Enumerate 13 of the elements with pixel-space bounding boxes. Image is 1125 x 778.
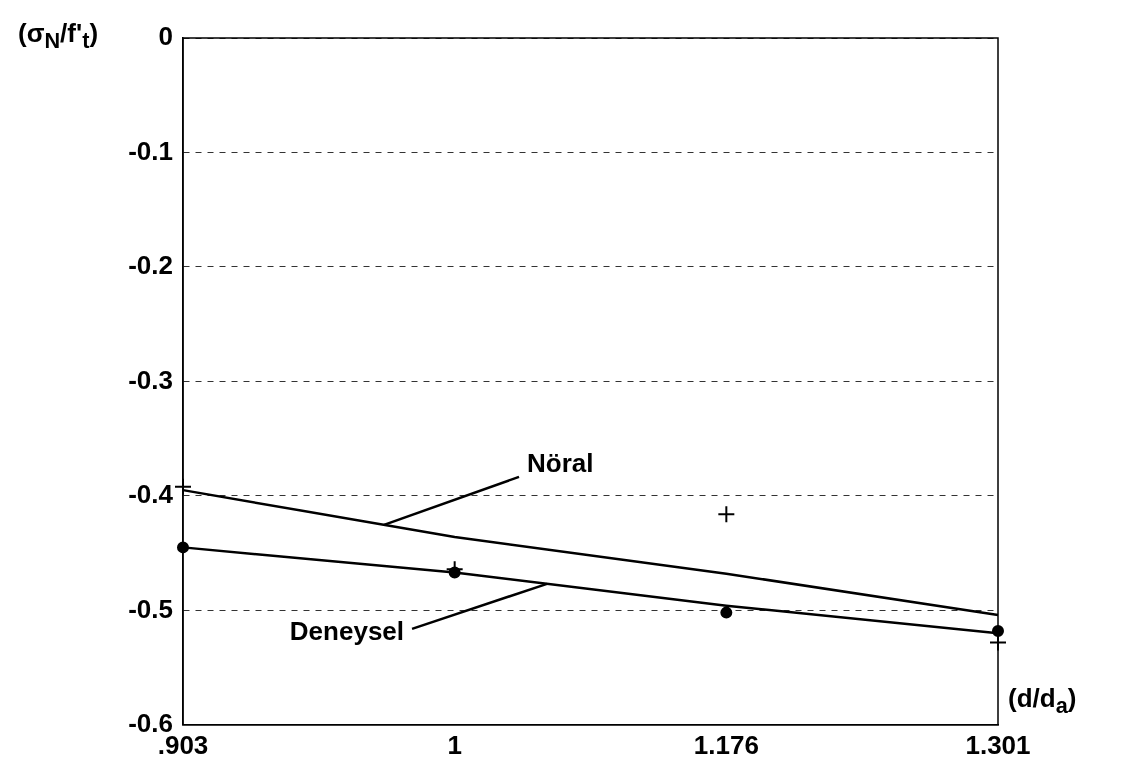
- y-tick-label: -0.5: [128, 593, 173, 624]
- y-tick-label: -0.1: [128, 135, 173, 166]
- y-tick-label: -0.2: [128, 250, 173, 281]
- x-axis-title: (d/d$_{a}$): [1008, 683, 1077, 720]
- y-axis-title: (σ$_{N}$/f'$_{t}$): [18, 18, 99, 55]
- x-tick-label: 1.301: [965, 729, 1031, 760]
- x-tick-label: 1.176: [693, 729, 759, 760]
- y-tick-label: -0.4: [128, 479, 174, 510]
- series-label: Deneysel: [289, 616, 405, 647]
- y-tick-label: -0.3: [128, 364, 173, 395]
- y-tick-label: 0: [158, 21, 173, 52]
- x-tick-label: 1: [447, 729, 462, 760]
- text: Nöral: [527, 448, 594, 479]
